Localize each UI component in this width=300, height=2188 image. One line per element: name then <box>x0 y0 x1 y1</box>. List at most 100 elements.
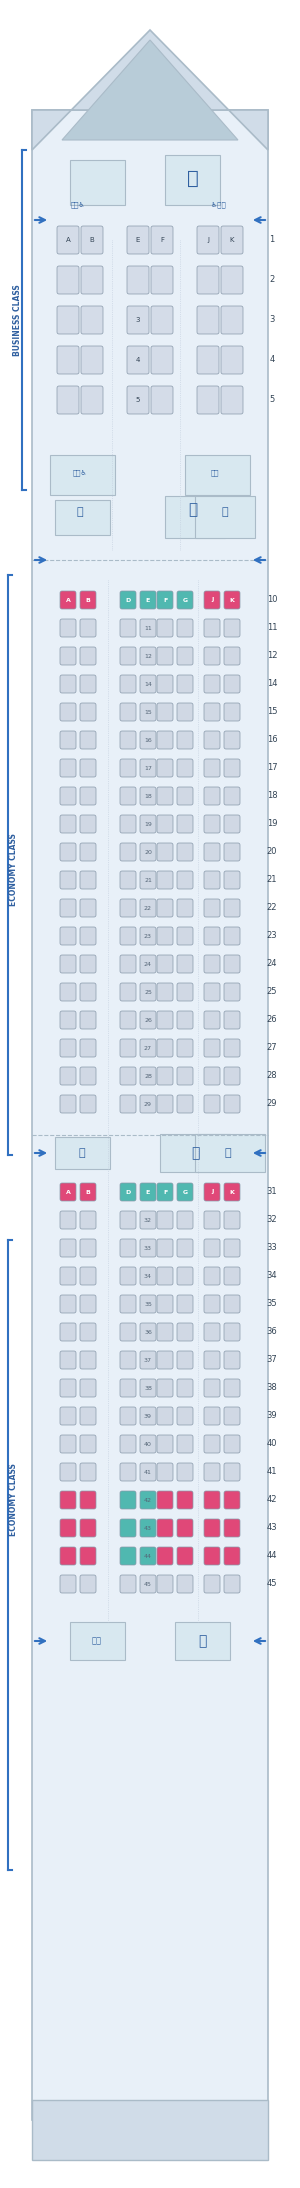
FancyBboxPatch shape <box>80 1575 96 1593</box>
Text: E: E <box>146 597 150 602</box>
FancyBboxPatch shape <box>60 591 76 608</box>
FancyBboxPatch shape <box>80 1435 96 1453</box>
FancyBboxPatch shape <box>140 1011 156 1028</box>
FancyBboxPatch shape <box>140 676 156 694</box>
FancyBboxPatch shape <box>60 1295 76 1313</box>
FancyBboxPatch shape <box>177 619 193 637</box>
Text: 16: 16 <box>267 735 277 744</box>
Text: 🚹🚺♿: 🚹🚺♿ <box>73 470 87 477</box>
FancyBboxPatch shape <box>140 759 156 777</box>
FancyBboxPatch shape <box>224 928 240 945</box>
FancyBboxPatch shape <box>157 814 173 834</box>
FancyBboxPatch shape <box>140 954 156 974</box>
FancyBboxPatch shape <box>177 1238 193 1256</box>
Text: 36: 36 <box>267 1328 278 1337</box>
Text: 32: 32 <box>267 1217 277 1225</box>
Text: 💻: 💻 <box>79 1149 85 1157</box>
FancyBboxPatch shape <box>224 619 240 637</box>
FancyBboxPatch shape <box>120 788 136 805</box>
Text: A: A <box>66 1190 70 1195</box>
FancyBboxPatch shape <box>140 1267 156 1284</box>
FancyBboxPatch shape <box>197 385 219 414</box>
FancyBboxPatch shape <box>177 1267 193 1284</box>
FancyBboxPatch shape <box>224 1295 240 1313</box>
FancyBboxPatch shape <box>204 1238 220 1256</box>
FancyBboxPatch shape <box>60 1210 76 1230</box>
FancyBboxPatch shape <box>140 1068 156 1085</box>
FancyBboxPatch shape <box>204 871 220 888</box>
FancyBboxPatch shape <box>204 731 220 748</box>
FancyBboxPatch shape <box>60 1011 76 1028</box>
FancyBboxPatch shape <box>60 871 76 888</box>
Text: 🚹🚺: 🚹🚺 <box>92 1637 102 1645</box>
FancyBboxPatch shape <box>57 385 79 414</box>
FancyBboxPatch shape <box>224 1350 240 1370</box>
Text: 🥤: 🥤 <box>187 168 199 188</box>
Text: 21: 21 <box>144 877 152 882</box>
Text: 35: 35 <box>267 1300 277 1308</box>
Text: 💻: 💻 <box>77 508 83 516</box>
FancyBboxPatch shape <box>204 1267 220 1284</box>
FancyBboxPatch shape <box>224 731 240 748</box>
Text: 20: 20 <box>144 849 152 856</box>
Text: 38: 38 <box>267 1383 278 1392</box>
Text: ECONOMY CLASS: ECONOMY CLASS <box>10 1464 19 1536</box>
FancyBboxPatch shape <box>80 1267 96 1284</box>
FancyBboxPatch shape <box>80 1547 96 1564</box>
FancyBboxPatch shape <box>80 871 96 888</box>
FancyBboxPatch shape <box>60 702 76 722</box>
FancyBboxPatch shape <box>204 928 220 945</box>
FancyBboxPatch shape <box>120 1238 136 1256</box>
FancyBboxPatch shape <box>80 842 96 862</box>
Bar <box>55 1138 110 1168</box>
FancyBboxPatch shape <box>140 1435 156 1453</box>
FancyBboxPatch shape <box>177 1068 193 1085</box>
Text: 28: 28 <box>144 1074 152 1079</box>
FancyBboxPatch shape <box>140 899 156 917</box>
FancyBboxPatch shape <box>60 814 76 834</box>
FancyBboxPatch shape <box>204 1039 220 1057</box>
FancyBboxPatch shape <box>80 676 96 694</box>
FancyBboxPatch shape <box>120 1547 136 1564</box>
FancyBboxPatch shape <box>204 954 220 974</box>
FancyBboxPatch shape <box>60 1378 76 1396</box>
Text: 39: 39 <box>267 1411 277 1420</box>
Text: 26: 26 <box>267 1015 277 1024</box>
Text: BUSINESS CLASS: BUSINESS CLASS <box>14 284 22 357</box>
FancyBboxPatch shape <box>221 346 243 374</box>
FancyBboxPatch shape <box>140 1464 156 1481</box>
FancyBboxPatch shape <box>120 982 136 1000</box>
FancyBboxPatch shape <box>140 1238 156 1256</box>
Text: 33: 33 <box>144 1245 152 1252</box>
Text: 22: 22 <box>144 906 152 910</box>
FancyBboxPatch shape <box>224 1407 240 1424</box>
FancyBboxPatch shape <box>80 788 96 805</box>
FancyBboxPatch shape <box>177 1490 193 1510</box>
FancyBboxPatch shape <box>177 1547 193 1564</box>
Text: 42: 42 <box>144 1497 152 1503</box>
Text: J: J <box>211 597 213 602</box>
FancyBboxPatch shape <box>60 676 76 694</box>
FancyBboxPatch shape <box>177 871 193 888</box>
FancyBboxPatch shape <box>224 1518 240 1536</box>
FancyBboxPatch shape <box>197 267 219 293</box>
FancyBboxPatch shape <box>80 702 96 722</box>
FancyBboxPatch shape <box>60 899 76 917</box>
Text: 20: 20 <box>267 847 277 856</box>
FancyBboxPatch shape <box>221 267 243 293</box>
FancyBboxPatch shape <box>224 676 240 694</box>
Text: G: G <box>182 597 188 602</box>
FancyBboxPatch shape <box>57 225 79 254</box>
FancyBboxPatch shape <box>157 1547 173 1564</box>
FancyBboxPatch shape <box>80 1407 96 1424</box>
Text: 12: 12 <box>267 652 277 661</box>
FancyBboxPatch shape <box>204 814 220 834</box>
FancyBboxPatch shape <box>120 1184 136 1201</box>
Text: 24: 24 <box>144 961 152 967</box>
FancyBboxPatch shape <box>127 267 149 293</box>
FancyBboxPatch shape <box>177 1575 193 1593</box>
FancyBboxPatch shape <box>120 871 136 888</box>
FancyBboxPatch shape <box>224 1094 240 1114</box>
Text: F: F <box>163 1190 167 1195</box>
FancyBboxPatch shape <box>80 899 96 917</box>
